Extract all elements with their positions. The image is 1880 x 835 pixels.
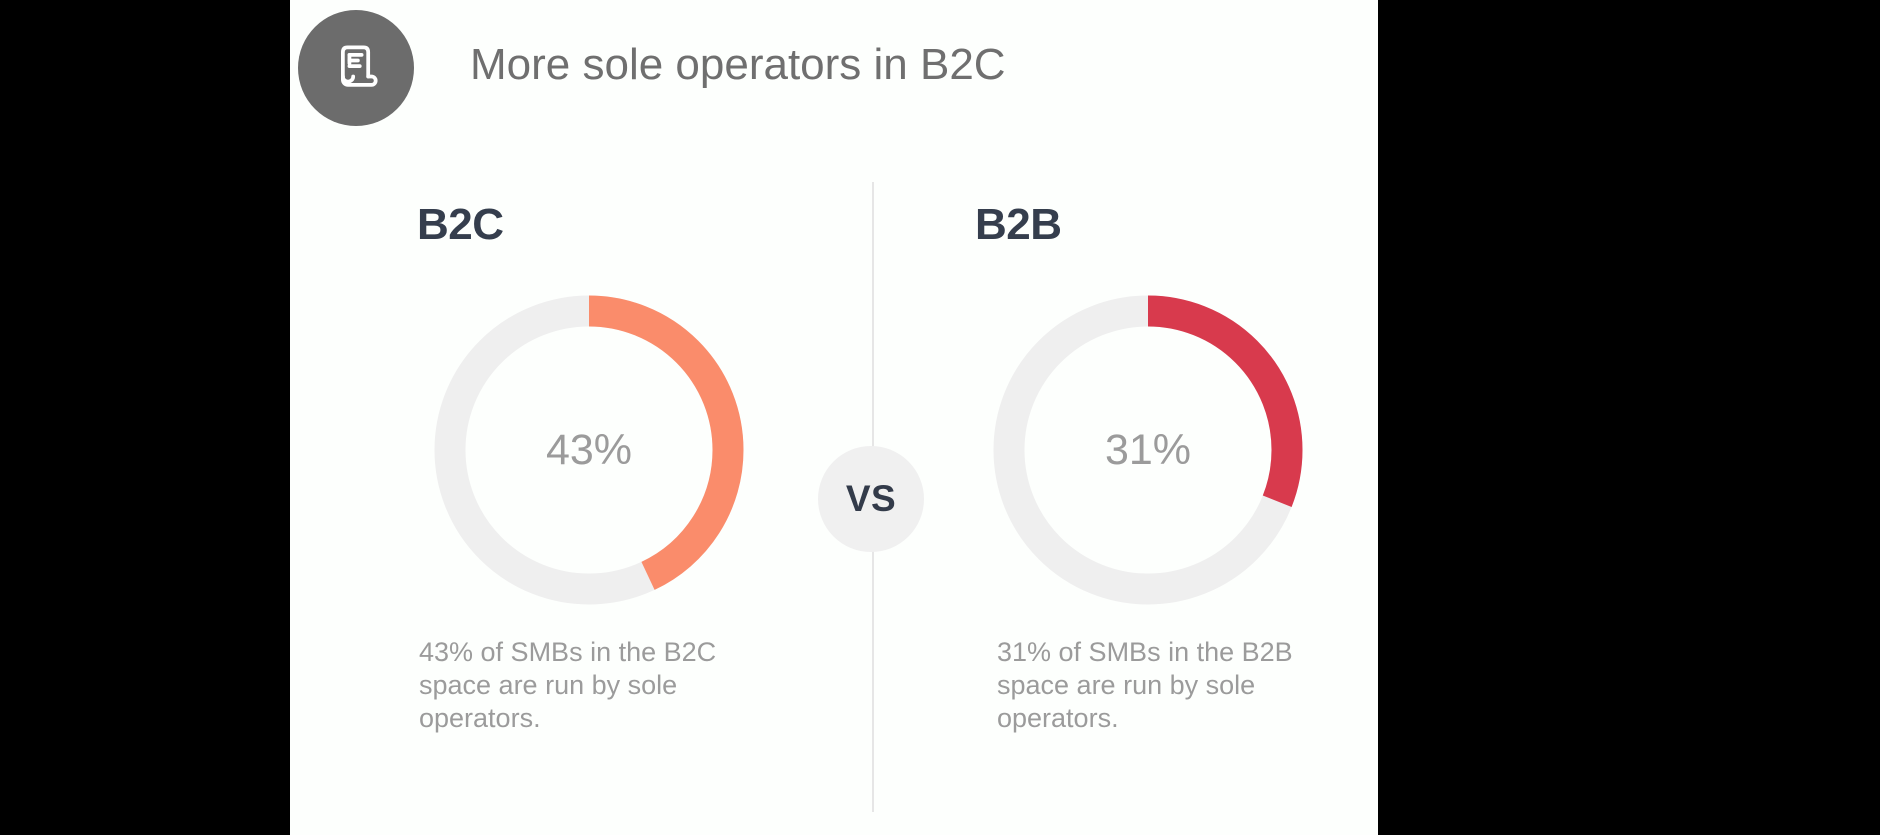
b2b-heading: B2B xyxy=(975,200,1062,249)
b2b-caption: 31% of SMBs in the B2B space are run by … xyxy=(997,637,1293,733)
b2c-donut-svg xyxy=(434,295,744,605)
b2b-donut-chart: 31% xyxy=(993,295,1303,605)
b2c-caption: 43% of SMBs in the B2C space are run by … xyxy=(419,637,717,733)
b2b-donut-svg xyxy=(993,295,1303,605)
b2c-percent-label: 43% xyxy=(545,425,633,474)
vs-badge: VS xyxy=(818,446,924,552)
b2c-heading: B2C xyxy=(417,200,504,249)
scroll-icon xyxy=(341,45,378,87)
page-title: More sole operators in B2C xyxy=(470,40,1006,89)
vs-label: VS xyxy=(845,478,897,519)
b2c-donut-chart: 43% xyxy=(434,295,744,605)
scroll-icon-badge xyxy=(298,10,414,126)
infographic-card: More sole operators in B2C B2C 43% 43% o… xyxy=(290,0,1378,835)
b2b-percent-label: 31% xyxy=(1104,425,1192,474)
